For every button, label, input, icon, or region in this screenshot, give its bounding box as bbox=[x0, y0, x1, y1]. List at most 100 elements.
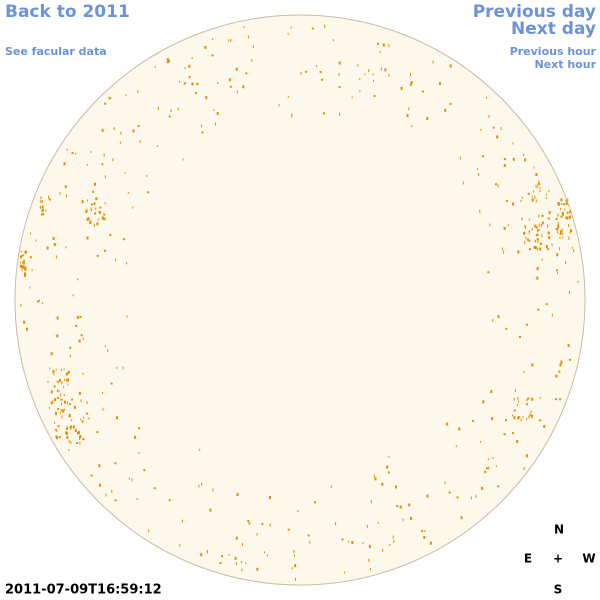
facula bbox=[515, 389, 516, 393]
facula bbox=[52, 237, 55, 240]
facula bbox=[496, 135, 499, 139]
facula bbox=[523, 231, 526, 235]
facula bbox=[370, 500, 372, 504]
facula bbox=[528, 230, 530, 234]
facula bbox=[537, 230, 539, 233]
facula bbox=[85, 210, 88, 214]
facula bbox=[104, 102, 107, 105]
facula bbox=[538, 180, 540, 183]
facula bbox=[539, 247, 542, 251]
facula bbox=[517, 250, 520, 254]
facula bbox=[565, 216, 568, 219]
facula bbox=[480, 128, 482, 131]
facula bbox=[64, 400, 66, 404]
back-link[interactable]: Back to 2011 bbox=[5, 2, 130, 22]
facula bbox=[525, 323, 528, 326]
facula bbox=[536, 247, 538, 251]
facula bbox=[537, 185, 539, 188]
facula bbox=[138, 451, 140, 454]
facula bbox=[71, 419, 73, 422]
facula bbox=[228, 553, 230, 556]
facula bbox=[527, 397, 530, 400]
facula bbox=[523, 370, 525, 373]
facula bbox=[481, 486, 484, 490]
facula bbox=[213, 109, 215, 112]
facula bbox=[539, 190, 541, 192]
facula bbox=[82, 438, 85, 441]
facula bbox=[54, 398, 57, 402]
facula bbox=[364, 73, 366, 76]
facular-link[interactable]: See facular data bbox=[5, 45, 107, 58]
facula bbox=[102, 392, 103, 395]
facula bbox=[535, 240, 537, 243]
facula bbox=[188, 64, 191, 68]
facula bbox=[323, 112, 325, 115]
facula bbox=[72, 294, 74, 297]
facula bbox=[57, 396, 60, 399]
facula bbox=[86, 401, 88, 405]
facula bbox=[410, 516, 412, 520]
compass-north: N bbox=[554, 523, 564, 537]
facula bbox=[200, 553, 203, 557]
facula bbox=[560, 202, 562, 205]
facula bbox=[54, 428, 56, 431]
facula bbox=[105, 493, 107, 497]
facula bbox=[146, 174, 148, 177]
facula bbox=[22, 254, 25, 257]
facula bbox=[66, 435, 69, 439]
facula bbox=[20, 250, 22, 253]
facula bbox=[69, 425, 72, 429]
facula bbox=[335, 522, 337, 526]
facula bbox=[137, 89, 139, 93]
facula bbox=[475, 494, 477, 498]
facula bbox=[48, 406, 50, 409]
facula bbox=[528, 415, 530, 419]
facula bbox=[567, 198, 569, 202]
previous-day-link[interactable]: Previous day bbox=[473, 2, 596, 22]
facula bbox=[561, 228, 563, 232]
facula bbox=[512, 432, 514, 435]
facula bbox=[58, 436, 61, 439]
facula bbox=[184, 82, 186, 84]
next-hour-link[interactable]: Next hour bbox=[535, 58, 597, 71]
facula bbox=[560, 230, 562, 234]
facula bbox=[31, 269, 33, 272]
compass-west: W bbox=[582, 552, 595, 566]
facula bbox=[53, 243, 56, 246]
facula bbox=[517, 416, 520, 420]
facula bbox=[248, 522, 251, 525]
facula bbox=[309, 540, 311, 544]
facula bbox=[240, 561, 242, 564]
facula bbox=[539, 419, 542, 422]
facula bbox=[113, 127, 115, 131]
facula bbox=[170, 109, 172, 112]
facula bbox=[520, 200, 522, 203]
facula bbox=[68, 414, 71, 418]
facula bbox=[26, 327, 28, 331]
facula bbox=[47, 381, 49, 383]
facula bbox=[534, 195, 536, 199]
facula bbox=[491, 417, 494, 421]
facula bbox=[122, 238, 125, 241]
facula bbox=[76, 442, 79, 444]
facula bbox=[487, 271, 490, 274]
facula bbox=[409, 83, 412, 86]
facula bbox=[479, 209, 481, 213]
facula bbox=[501, 247, 503, 251]
facula bbox=[132, 206, 134, 209]
facula bbox=[488, 115, 490, 119]
facula bbox=[79, 438, 81, 440]
facula bbox=[558, 370, 561, 373]
facula bbox=[107, 349, 109, 353]
facula bbox=[557, 222, 559, 226]
facula bbox=[556, 228, 558, 231]
next-day-link[interactable]: Next day bbox=[511, 19, 596, 39]
facula bbox=[67, 370, 70, 374]
facula bbox=[24, 274, 26, 277]
facula bbox=[261, 522, 264, 525]
facula bbox=[297, 510, 299, 512]
facula bbox=[393, 539, 395, 543]
facula bbox=[198, 484, 200, 488]
previous-hour-link[interactable]: Previous hour bbox=[510, 45, 597, 58]
facula bbox=[127, 191, 129, 194]
